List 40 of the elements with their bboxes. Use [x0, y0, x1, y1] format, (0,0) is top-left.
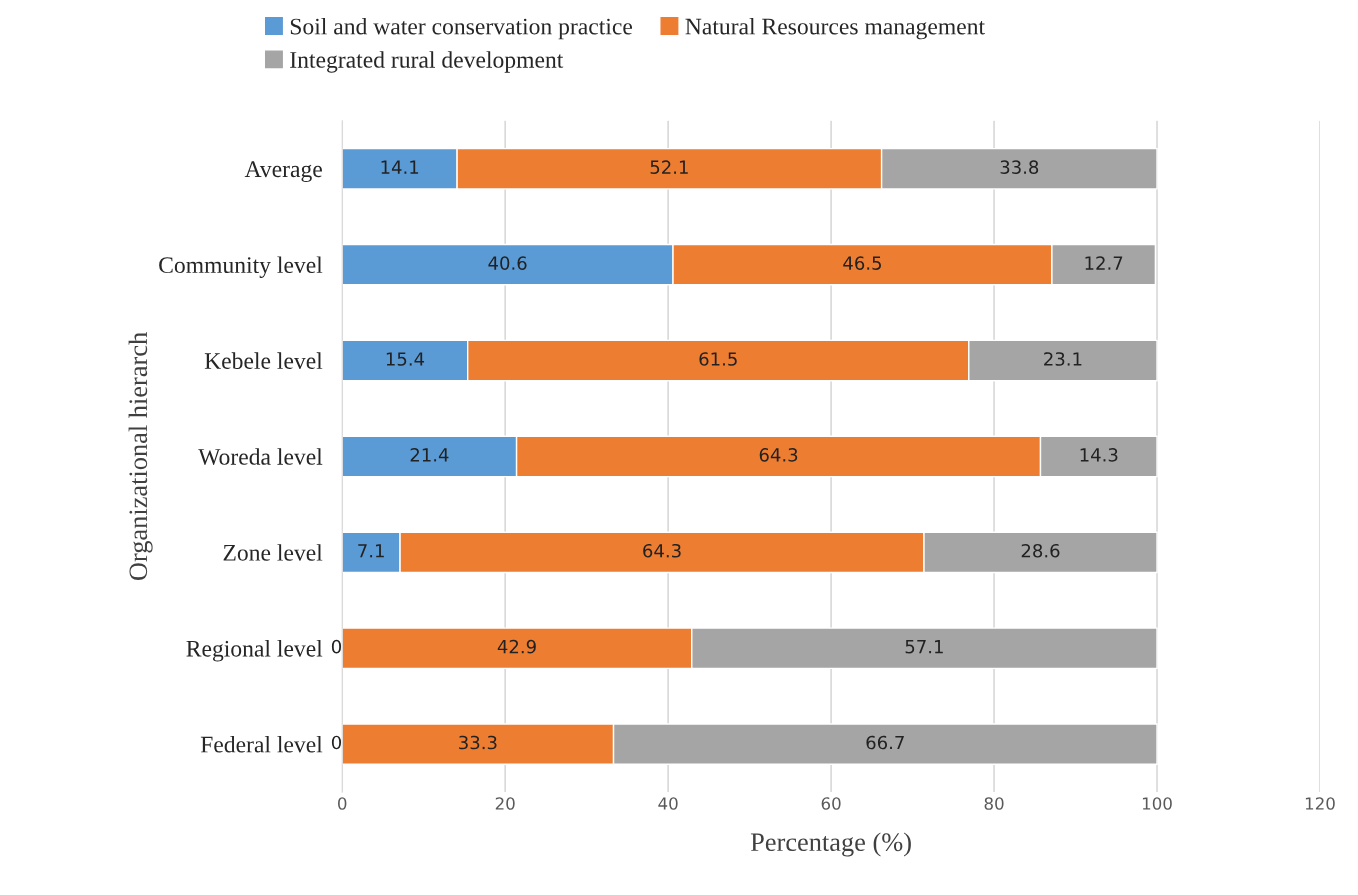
data-label: 40.6 — [488, 256, 527, 270]
annotation: 0 — [331, 735, 342, 750]
x-tick-label: 0 — [338, 797, 347, 810]
data-label: 61.5 — [699, 352, 737, 366]
y-tick-label: Kebele level — [204, 352, 323, 369]
x-tick-label: 80 — [984, 797, 1004, 810]
data-label: 64.3 — [759, 448, 798, 462]
x-axis-title: Percentage (%) — [750, 832, 911, 857]
data-label: 23.1 — [1044, 352, 1082, 366]
data-label: 7.1 — [358, 544, 384, 558]
x-tick-label: 120 — [1305, 797, 1335, 810]
y-tick-label: Zone level — [223, 544, 323, 561]
data-label: 46.5 — [843, 256, 881, 270]
y-tick-label: Average — [244, 161, 322, 183]
x-tick-label: 20 — [495, 797, 515, 810]
data-label: 12.7 — [1085, 256, 1123, 270]
y-tick-label: Federal level — [200, 735, 323, 753]
data-label: 28.6 — [1021, 543, 1060, 558]
data-label: 14.1 — [381, 160, 419, 174]
y-tick-label: Woreda level — [198, 448, 323, 465]
annotation: 0 — [331, 639, 342, 654]
x-tick-label: 40 — [658, 797, 678, 810]
y-tick-label: Regional level — [186, 640, 323, 662]
data-label: 21.4 — [410, 448, 449, 462]
x-tick-label: 60 — [821, 797, 841, 810]
y-tick-label: Community level — [159, 256, 323, 278]
legend-label: Integrated rural development — [290, 51, 564, 73]
data-label: 52.1 — [650, 160, 688, 175]
data-label: 57.1 — [905, 640, 943, 654]
data-label: 64.3 — [643, 543, 681, 558]
legend-label: Natural Resources management — [685, 17, 985, 40]
data-label: 33.8 — [1000, 160, 1039, 175]
data-label: 33.3 — [459, 735, 497, 750]
data-label: 66.7 — [866, 735, 904, 750]
data-label: 42.9 — [497, 639, 536, 654]
data-label: 14.3 — [1080, 448, 1118, 462]
x-tick-label: 100 — [1142, 797, 1172, 810]
data-label: 15.4 — [386, 352, 425, 366]
y-axis-title: Organizational hierarch — [128, 332, 153, 581]
legend-label: Soil and water conservation practice — [290, 17, 633, 40]
